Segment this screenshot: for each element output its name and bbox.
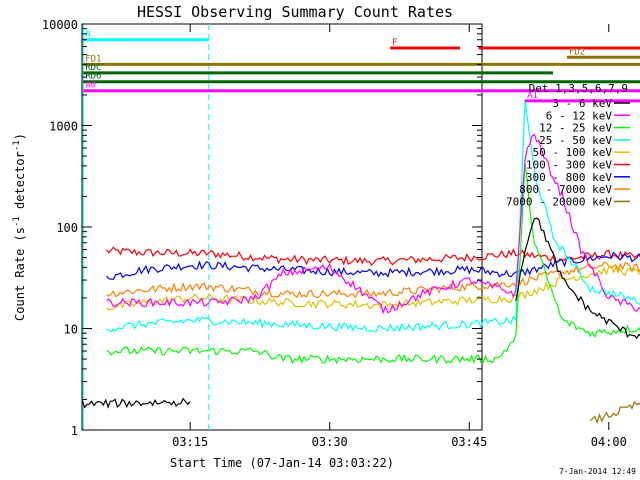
y-tick-label-3: 1000 [49,120,78,134]
chart-title: HESSI Observing Summary Count Rates [137,3,453,21]
status-bar-label-a0: A0 [85,81,96,91]
legend-label-0: 3 - 6 keV [552,97,612,110]
timestamp: 7-Jan-2014 12:49 [559,467,636,476]
x-tick-label-1: 03:30 [312,435,348,449]
legend-label-4: 50 - 100 keV [533,146,613,159]
y-axis-label: Count Rate (s-1 detector-1) [12,133,27,321]
legend-label-5: 100 - 300 keV [526,159,612,172]
legend-label-1: 6 - 12 keV [546,109,613,122]
legend-label-2: 12 - 25 keV [539,122,612,135]
legend-label-7: 800 - 7000 keV [519,183,612,196]
legend-header: Det 1,3,5,6,7,9 [529,82,628,95]
series-group [81,99,640,424]
status-bar-label-rd6: RD6 [85,72,101,82]
series-line-6 [106,133,640,315]
y-tick-label-2: 100 [56,221,78,235]
status-bar-label-rdc: RDC [85,63,101,73]
series-line-8 [81,397,191,409]
series-line-2 [106,261,640,299]
status-bar-label-fd1: FD1 [85,54,101,64]
legend-label-6: 300 - 800 keV [526,171,612,184]
y-tick-label-4: 10000 [42,18,78,32]
y-tick-label-1: 10 [64,323,78,337]
legend-label-3: 25 - 50 keV [539,134,612,147]
y-label-mid: detector [13,151,27,216]
series-line-5 [106,163,640,365]
y-tick-label-0: 1 [71,424,78,438]
status-bar-label-f: F [392,38,397,48]
status-bar-label-n: N [85,30,90,40]
series-line-3 [106,265,640,311]
y-label-end: ) [13,133,27,140]
x-axis-label: Start Time (07-Jan-14 03:03:22) [170,456,394,470]
series-line-7 [515,217,640,340]
series-line-4 [106,99,640,333]
y-label-sup2: -1 [12,140,22,151]
legend-label-8: 7000 - 20000 keV [506,195,612,208]
status-bar-label-fd2: FD2 [569,47,585,57]
y-label-sup1: -1 [12,216,22,227]
x-tick-label-3: 04:00 [591,435,627,449]
y-axis: 1 10 100 1000 10000 [42,18,482,438]
series-line-10 [589,400,640,424]
x-tick-label-0: 03:15 [172,435,208,449]
y-label-main: Count Rate (s [13,227,27,321]
x-tick-label-2: 03:45 [451,435,487,449]
status-bar-label-a1: A1 [527,91,538,101]
